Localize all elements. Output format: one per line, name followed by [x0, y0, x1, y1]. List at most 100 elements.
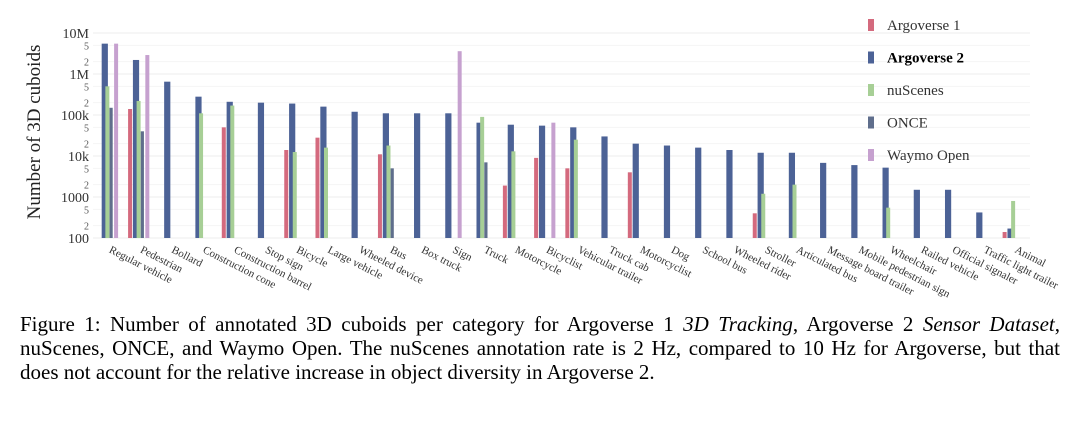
bar-once [484, 162, 488, 238]
y-minor-tick-label: 5 [84, 123, 89, 134]
y-minor-tick-label: 5 [84, 82, 89, 93]
bar-argoverse2 [226, 101, 233, 239]
bar-argoverse1 [534, 157, 539, 238]
bar-chart: 100 1000 10k 100k 1M 10M 2 5 2 5 2 5 2 5 2 5 Regular ve… [24, 18, 1060, 301]
bar-argoverse1 [627, 172, 632, 238]
caption-italic-sensor-dataset: Sensor Dataset [922, 312, 1055, 336]
bar-nuscenes [199, 113, 204, 238]
y-tick-label: 100k [61, 109, 89, 124]
bar-argoverse2 [101, 43, 108, 239]
bar-once [390, 168, 394, 238]
legend-swatch [868, 84, 874, 96]
bar-argoverse2 [382, 113, 389, 238]
bar-argoverse1 [315, 137, 320, 238]
bar-argoverse2 [570, 127, 577, 238]
bar-argoverse2 [851, 165, 858, 238]
bar-waymo [114, 43, 119, 239]
legend: Argoverse 1 Argoverse 2 nuScenes ONCE Waymo … [868, 18, 970, 164]
y-minor-tick-label: 2 [84, 222, 89, 233]
y-minor-tick-label: 5 [84, 41, 89, 52]
bar-argoverse2 [663, 145, 671, 238]
bar-waymo [551, 122, 556, 238]
bar-argoverse2 [164, 81, 171, 238]
bar-argoverse2 [257, 102, 265, 238]
bar-argoverse2 [1007, 228, 1014, 238]
bar-nuscenes [230, 105, 235, 238]
bar-nuscenes [792, 184, 797, 238]
bar-argoverse2 [445, 113, 452, 238]
y-tick-label: 10M [63, 27, 90, 42]
bar-nuscenes [386, 145, 391, 238]
x-category-label: Truck [482, 244, 511, 267]
legend-label: nuScenes [887, 83, 944, 99]
bar-argoverse1 [565, 168, 570, 238]
bar-argoverse2 [289, 103, 296, 238]
bar-argoverse2 [726, 150, 733, 238]
bar-nuscenes [292, 152, 297, 238]
bar-argoverse2 [632, 143, 639, 238]
caption-prefix: Figure 1: Number of annotated 3D cuboids… [20, 312, 684, 336]
bar-waymo [145, 55, 150, 238]
bar-argoverse2 [507, 124, 514, 238]
bar-waymo [457, 51, 462, 239]
bar-argoverse1 [752, 213, 757, 238]
legend-label: Waymo Open [887, 148, 970, 164]
bar-nuscenes [1011, 200, 1016, 238]
bar-argoverse1 [1002, 232, 1007, 238]
bar-argoverse2 [695, 147, 702, 238]
bar-argoverse2 [913, 189, 920, 238]
y-minor-tick-label: 5 [84, 205, 89, 216]
bar-nuscenes [136, 100, 141, 239]
y-tick-label: 100 [68, 232, 89, 247]
bar-nuscenes [573, 139, 578, 238]
bar-argoverse2 [320, 106, 327, 239]
y-axis-label: Number of 3D cuboids [24, 45, 45, 220]
figure-caption: Figure 1: Number of annotated 3D cuboids… [20, 312, 1060, 384]
bar-nuscenes [886, 207, 891, 238]
bar-nuscenes [105, 86, 110, 239]
y-minor-tick-label: 2 [84, 181, 89, 192]
legend-swatch [868, 116, 874, 129]
bar-argoverse1 [221, 127, 226, 238]
bar-argoverse2 [882, 167, 889, 238]
legend-swatch [868, 51, 874, 64]
x-axis-category-labels: Regular vehiclePedestrianBollardConstruc… [107, 244, 1060, 301]
bar-argoverse2 [601, 136, 608, 238]
bar-nuscenes [511, 151, 516, 238]
bar-argoverse2 [195, 96, 202, 238]
y-tick-label: 10k [68, 150, 89, 165]
bar-argoverse1 [284, 150, 289, 238]
bars [101, 43, 1016, 239]
bar-argoverse2 [757, 152, 764, 238]
y-minor-tick-label: 5 [84, 164, 89, 175]
bar-argoverse2 [944, 189, 952, 238]
bar-argoverse2 [820, 162, 827, 238]
legend-label: Argoverse 1 [887, 18, 960, 34]
y-tick-label: 1000 [61, 191, 89, 206]
legend-label: Argoverse 2 [887, 51, 964, 67]
bar-argoverse1 [377, 154, 382, 238]
legend-swatch [868, 19, 874, 31]
legend-label: ONCE [887, 116, 928, 132]
bar-argoverse1 [502, 185, 507, 238]
bar-argoverse2 [788, 152, 796, 238]
bar-argoverse1 [128, 109, 133, 238]
bar-argoverse2 [976, 212, 983, 238]
caption-mid: , Argoverse 2 [792, 312, 923, 336]
bar-nuscenes [480, 116, 485, 238]
y-tick-label: 1M [70, 68, 90, 83]
legend-swatch [868, 149, 874, 161]
bar-once [140, 131, 144, 238]
bar-argoverse2 [414, 113, 421, 238]
caption-italic-3d-tracking: 3D Tracking [683, 312, 793, 336]
bar-nuscenes [323, 147, 328, 238]
bar-argoverse2 [538, 125, 546, 238]
bar-argoverse2 [351, 111, 358, 238]
y-axis-ticks: 100 1000 10k 100k 1M 10M 2 5 2 5 2 5 2 5 2 5 [61, 27, 90, 247]
bar-once [109, 107, 113, 238]
y-minor-tick-label: 2 [84, 99, 89, 110]
caption-rest: , nuScenes, ONCE, and Waymo Open. The nu… [20, 312, 1060, 384]
y-minor-tick-label: 2 [84, 140, 89, 151]
bar-argoverse2 [476, 122, 483, 238]
y-minor-tick-label: 2 [84, 58, 89, 69]
